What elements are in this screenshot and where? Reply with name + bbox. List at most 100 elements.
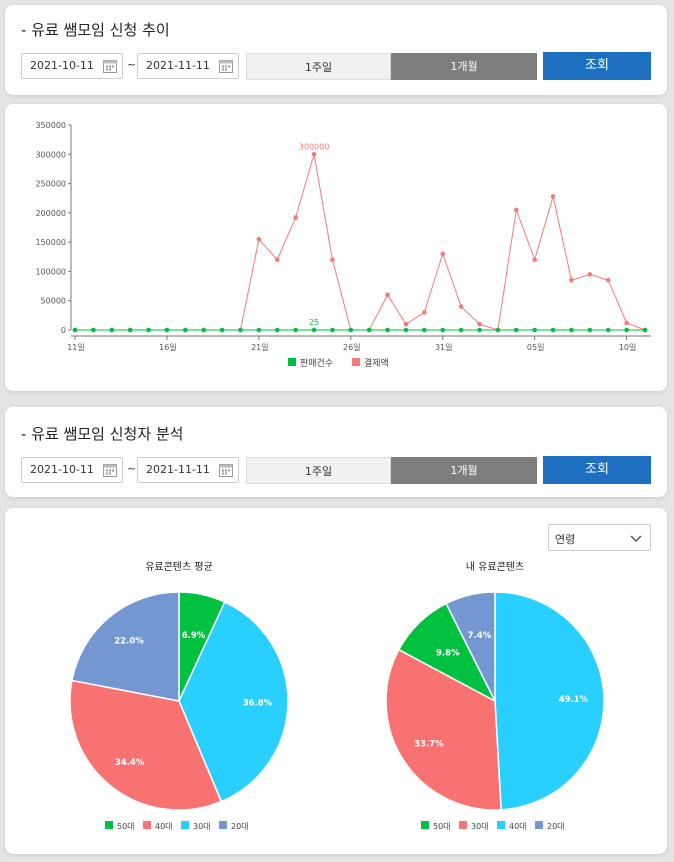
date-from-value: 2021-10-11 [30,463,94,476]
legend-label: 30대 [193,822,211,831]
data-point-결제액 [403,321,409,327]
pie-slice-label: 9.8% [436,649,460,659]
age-select[interactable]: 연령 [548,524,651,551]
age-pie-charts: 유료콘텐츠 평균 6.9% 36.8% 34.4% 22.0% 50대 40대 30대 20대 내… [69,561,605,831]
trend-chart-card: 0 50000 100000 150000 200000 250000 300000 3500… [5,104,667,391]
data-point-판매건수 [72,327,78,333]
legend-label: 40대 [509,822,527,831]
pie-slice-label: 33.7% [414,739,444,749]
data-point-판매건수 [403,327,409,333]
legend-label: 20대 [547,822,565,831]
data-point-결제액 [274,257,280,263]
data-point-판매건수 [569,327,574,333]
calendar-icon[interactable] [102,462,118,478]
x-tick-label: 05일 [527,343,545,352]
range-separator: ~ [127,58,137,71]
data-point-판매건수 [91,327,96,333]
trend-filter-card: - 유료 쌤모임 신청 추이 2021-10-11 ~ 2021-11-11 1… [5,5,667,95]
date-to-value: 2021-11-11 [146,463,210,476]
legend-swatch [535,821,543,829]
data-point-결제액 [624,320,629,326]
period-1month-button[interactable]: 1개월 [391,457,537,484]
data-point-결제액 [330,257,335,263]
data-point-판매건수 [274,327,280,333]
data-point-판매건수 [293,327,298,333]
date-to-field[interactable]: 2021-11-11 [137,457,239,483]
date-to-field[interactable]: 2021-11-11 [137,53,239,79]
data-point-결제액 [550,194,556,199]
pie-slice-30대 [178,601,289,803]
data-point-판매건수 [330,327,335,333]
pie-slice-20대 [445,591,496,702]
x-tick-label: 26일 [343,343,361,352]
y-tick-label: 200000 [35,209,66,218]
period-1month-button[interactable]: 1개월 [391,53,537,80]
search-button[interactable]: 조회 [543,52,651,80]
chevron-down-icon [630,535,642,543]
legend-label: 40대 [155,822,173,831]
calendar-icon[interactable] [218,58,234,74]
search-button[interactable]: 조회 [543,456,651,484]
range-separator: ~ [127,462,137,475]
page-title: - 유료 쌤모임 신청 추이 [21,21,170,39]
data-point-판매건수 [164,327,170,333]
data-point-결제액 [385,292,390,298]
legend-swatch [421,821,429,829]
legend-swatch [105,821,113,829]
legend-swatch [459,821,467,829]
data-point-판매건수 [348,327,354,333]
period-1week-button[interactable]: 1주일 [246,53,391,80]
legend-label: 결제액 [364,357,389,369]
data-point-판매건수 [311,327,317,333]
period-1week-button[interactable]: 1주일 [246,457,391,484]
data-point-판매건수 [201,327,207,333]
data-point-판매건수 [183,327,188,333]
data-point-판매건수 [532,327,537,333]
y-tick-label: 250000 [35,180,66,189]
data-point-결제액 [587,272,593,277]
series-line-결제액 [75,154,646,331]
data-point-판매건수 [385,327,390,333]
date-from-value: 2021-10-11 [30,59,94,72]
data-point-결제액 [477,321,482,327]
pie-title: 유료콘텐츠 평균 [145,561,213,573]
data-point-판매건수 [238,327,243,333]
calendar-icon[interactable] [102,58,118,74]
data-point-판매건수 [422,327,427,333]
data-point-판매건수 [146,327,151,333]
y-tick-label: 350000 [35,121,66,130]
data-point-결제액 [605,277,611,283]
pie-slice-40대 [494,591,605,811]
y-tick-label: 0 [61,326,66,335]
analysis-chart-card: 연령 유료콘텐츠 평균 6.9% 36.8% 34.4% 22.0% 50대 40대 30대 2… [5,508,667,854]
x-tick-label: 21일 [251,343,269,352]
x-tick-label: 16일 [159,343,177,352]
y-tick-label: 300000 [35,150,66,159]
legend-label: 판매건수 [300,358,333,369]
pie-slice-label: 49.1% [559,695,589,705]
analysis-filter-card: - 유료 쌤모임 신청자 분석 2021-10-11 ~ 2021-11-11 … [5,407,667,497]
calendar-icon[interactable] [218,462,234,478]
data-point-결제액 [293,215,298,220]
age-select-value: 연령 [555,533,576,546]
y-tick-label: 150000 [35,238,66,247]
pie-slice-label: 22.0% [114,636,144,646]
pie-slice-40대 [69,679,223,811]
data-point-결제액 [422,310,427,315]
date-from-field[interactable]: 2021-10-11 [21,457,123,483]
data-point-결제액 [532,257,537,263]
data-point-판매건수 [440,327,446,333]
data-point-판매건수 [477,327,482,333]
legend-swatch [288,358,296,366]
data-point-결제액 [513,207,519,213]
data-point-판매건수 [605,327,611,333]
data-point-결제액 [311,151,317,157]
date-from-field[interactable]: 2021-10-11 [21,53,123,79]
legend-label: 50대 [117,822,135,831]
x-tick-label: 11일 [67,343,85,352]
data-point-판매건수 [109,327,115,333]
legend-swatch [219,821,227,829]
legend-swatch [143,821,151,829]
pie-title: 내 유료콘텐츠 [466,561,524,573]
legend-label: 50대 [433,822,451,831]
